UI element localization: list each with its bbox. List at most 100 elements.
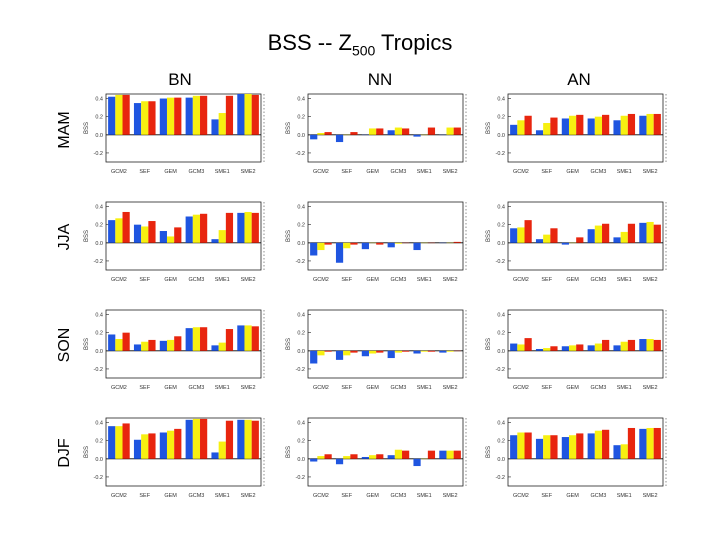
bar-djf-an-gcm3-0 <box>587 433 595 459</box>
bar-djf-bn-sme1-0 <box>211 452 219 459</box>
y-tick-label-djf-nn-0: 0.4 <box>297 421 305 427</box>
x-tick-label-djf-bn-1: SEF <box>139 493 150 499</box>
bar-jja-nn-gcm2-2 <box>324 242 332 245</box>
bar-mam-bn-sme2-1 <box>244 94 252 135</box>
x-tick-label-son-nn-0: GCM2 <box>313 385 329 391</box>
bar-djf-bn-sme2-0 <box>237 419 245 459</box>
bar-son-nn-sef-1 <box>343 350 351 356</box>
bar-jja-an-gem-2 <box>576 237 584 243</box>
bar-mam-nn-gcm2-1 <box>317 132 325 135</box>
bar-djf-nn-gcm2-2 <box>324 454 332 459</box>
bar-mam-bn-gem-1 <box>166 97 175 135</box>
x-tick-label-jja-bn-3: GCM3 <box>188 277 204 283</box>
y-tick-label-mam-bn-2: 0.0 <box>95 133 103 139</box>
bar-djf-bn-sme2-1 <box>244 419 252 459</box>
x-tick-label-djf-nn-5: SME2 <box>443 493 458 499</box>
y-tick-label-son-bn-1: 0.2 <box>95 331 103 337</box>
y-axis-label-djf-nn: BSS <box>286 446 292 458</box>
panel-frame-djf-nn <box>307 417 464 487</box>
y-tick-label-jja-bn-2: 0.0 <box>95 241 103 247</box>
y-tick-label-djf-bn-0: 0.4 <box>95 421 103 427</box>
column-header-bn: BN <box>168 70 192 89</box>
x-tick-label-son-bn-4: SME1 <box>215 385 230 391</box>
y-tick-label-djf-nn-3: -0.2 <box>296 475 305 481</box>
y-tick-label-son-an-0: 0.4 <box>497 313 505 319</box>
bar-mam-nn-gcm3-0 <box>387 130 395 135</box>
bar-mam-nn-sme2-1 <box>446 127 454 135</box>
bar-son-an-gcm2-2 <box>524 338 532 351</box>
bar-djf-nn-sme2-2 <box>453 450 461 459</box>
y-tick-label-jja-nn-0: 0.4 <box>297 205 305 211</box>
bar-mam-bn-gcm2-0 <box>108 96 116 135</box>
x-tick-label-mam-an-4: SME1 <box>617 169 632 175</box>
title-text: BSS -- Z <box>267 30 352 55</box>
bar-djf-an-gem-2 <box>576 433 584 459</box>
bar-djf-bn-gcm2-0 <box>108 426 116 459</box>
x-tick-label-son-bn-5: SME2 <box>241 385 256 391</box>
panel-frame-mam-nn <box>307 93 464 163</box>
bar-son-bn-gcm2-1 <box>115 339 123 351</box>
x-tick-label-son-an-0: GCM2 <box>513 385 529 391</box>
y-tick-label-son-an-3: -0.2 <box>496 367 505 373</box>
bar-mam-an-gcm3-1 <box>594 116 603 135</box>
bar-jja-an-gcm3-0 <box>587 229 595 243</box>
y-tick-label-son-bn-3: -0.2 <box>94 367 103 373</box>
bar-jja-an-sme1-1 <box>620 231 628 243</box>
x-tick-label-djf-an-0: GCM2 <box>513 493 529 499</box>
bar-djf-bn-sef-1 <box>141 434 149 459</box>
x-tick-label-jja-an-1: SEF <box>541 277 552 283</box>
x-tick-label-djf-nn-1: SEF <box>341 493 352 499</box>
bar-djf-bn-gcm3-2 <box>200 418 208 459</box>
x-tick-label-jja-bn-2: GEM <box>164 277 177 283</box>
bar-son-bn-sme1-1 <box>218 342 226 351</box>
x-tick-label-son-an-5: SME2 <box>643 385 658 391</box>
y-tick-label-mam-an-2: 0.0 <box>497 133 505 139</box>
bar-jja-an-gem-0 <box>561 242 569 245</box>
bar-mam-bn-sme1-1 <box>218 113 226 135</box>
bar-jja-bn-sme1-2 <box>225 212 234 243</box>
y-tick-label-jja-nn-2: 0.0 <box>297 241 305 247</box>
bar-mam-an-gem-0 <box>561 118 569 135</box>
y-tick-label-djf-bn-2: 0.0 <box>95 457 103 463</box>
bar-djf-nn-gcm2-1 <box>317 456 325 459</box>
x-tick-label-jja-an-3: GCM3 <box>590 277 606 283</box>
bar-djf-an-gem-0 <box>561 437 569 459</box>
bar-djf-nn-sme1-2 <box>427 450 436 459</box>
bar-son-nn-gcm3-0 <box>387 350 395 359</box>
bar-djf-nn-gcm2-0 <box>310 458 318 462</box>
panel-frame-jja-bn <box>105 201 262 271</box>
x-tick-label-son-nn-1: SEF <box>341 385 352 391</box>
bar-son-an-gcm3-2 <box>602 339 610 351</box>
bar-son-an-sme1-0 <box>613 345 621 351</box>
bar-mam-nn-gcm3-2 <box>402 128 410 135</box>
x-tick-label-djf-an-2: GEM <box>566 493 579 499</box>
x-tick-label-jja-nn-4: SME1 <box>417 277 432 283</box>
y-tick-label-jja-an-0: 0.4 <box>497 205 505 211</box>
bar-jja-bn-gcm2-2 <box>122 211 130 243</box>
x-tick-label-son-an-3: GCM3 <box>590 385 606 391</box>
bar-mam-nn-sme1-0 <box>413 134 421 137</box>
bar-mam-bn-gcm2-1 <box>115 94 123 135</box>
bar-mam-bn-gcm3-2 <box>200 95 208 135</box>
bar-mam-an-sef-2 <box>550 117 558 135</box>
bar-jja-bn-sme2-0 <box>237 212 245 243</box>
x-tick-label-son-nn-2: GEM <box>366 385 379 391</box>
y-tick-label-son-bn-2: 0.0 <box>95 349 103 355</box>
bar-djf-nn-sme1-0 <box>413 458 421 467</box>
bar-son-bn-sme2-0 <box>237 325 245 351</box>
bar-djf-nn-gem-2 <box>376 454 384 459</box>
x-tick-label-djf-nn-4: SME1 <box>417 493 432 499</box>
x-tick-label-djf-an-4: SME1 <box>617 493 632 499</box>
y-tick-label-son-an-1: 0.2 <box>497 331 505 337</box>
bar-son-bn-gem-0 <box>159 340 167 351</box>
bar-jja-bn-gcm3-0 <box>185 216 193 243</box>
column-header-nn: NN <box>367 70 393 89</box>
bar-jja-bn-sme2-2 <box>251 212 259 243</box>
bar-jja-bn-gem-0 <box>159 231 167 243</box>
x-tick-label-jja-an-2: GEM <box>566 277 579 283</box>
bar-son-bn-gcm3-2 <box>200 327 208 351</box>
bar-djf-an-sef-2 <box>550 435 558 459</box>
bar-mam-bn-gcm3-0 <box>185 97 193 135</box>
x-tick-label-jja-nn-0: GCM2 <box>313 277 329 283</box>
